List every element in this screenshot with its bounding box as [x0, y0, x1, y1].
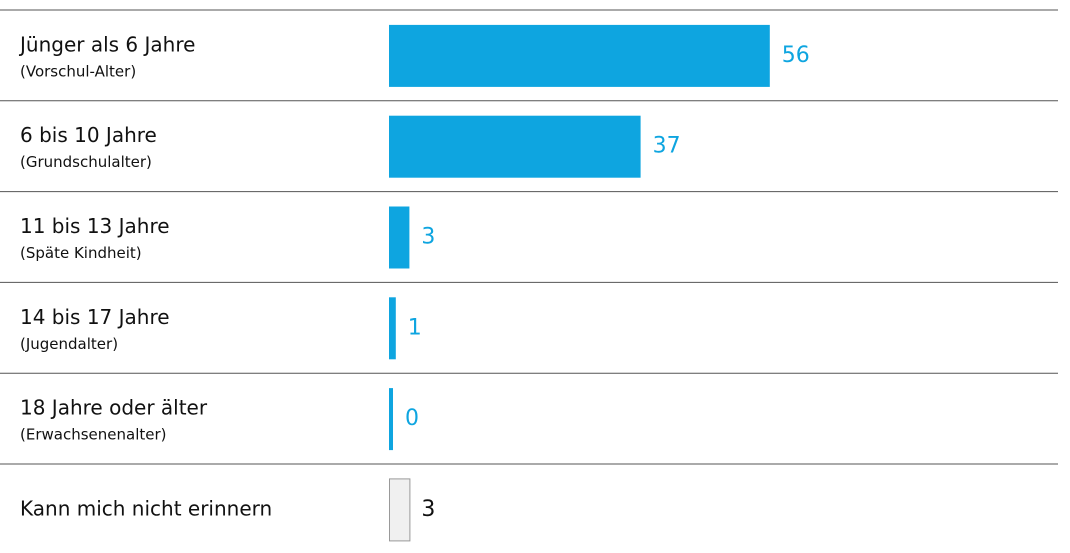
value-label: 37	[653, 134, 681, 159]
category-note: (Erwachsenenalter)	[20, 426, 166, 444]
category-label: 18 Jahre oder älter	[20, 396, 208, 420]
category-note: (Vorschul-Alter)	[20, 62, 136, 80]
category-label: 6 bis 10 Jahre	[20, 123, 157, 147]
category-label: Kann mich nicht erinnern	[20, 496, 272, 520]
category-note: (Späte Kindheit)	[20, 244, 142, 262]
value-label: 0	[405, 406, 419, 431]
bar	[389, 478, 411, 542]
category-label: 11 bis 13 Jahre	[20, 214, 170, 238]
category-label: 14 bis 17 Jahre	[20, 305, 170, 329]
bar	[389, 24, 770, 87]
category-note: (Jugendalter)	[20, 335, 118, 353]
bar	[389, 206, 410, 269]
bar	[389, 388, 393, 451]
bar	[389, 115, 641, 178]
category-label: Jünger als 6 Jahre	[18, 32, 195, 56]
value-label: 1	[408, 315, 422, 340]
bar	[389, 297, 396, 360]
category-note: (Grundschulalter)	[20, 153, 152, 171]
value-label: 3	[421, 225, 435, 250]
value-label: 56	[782, 43, 810, 68]
value-label: 3	[421, 497, 435, 522]
